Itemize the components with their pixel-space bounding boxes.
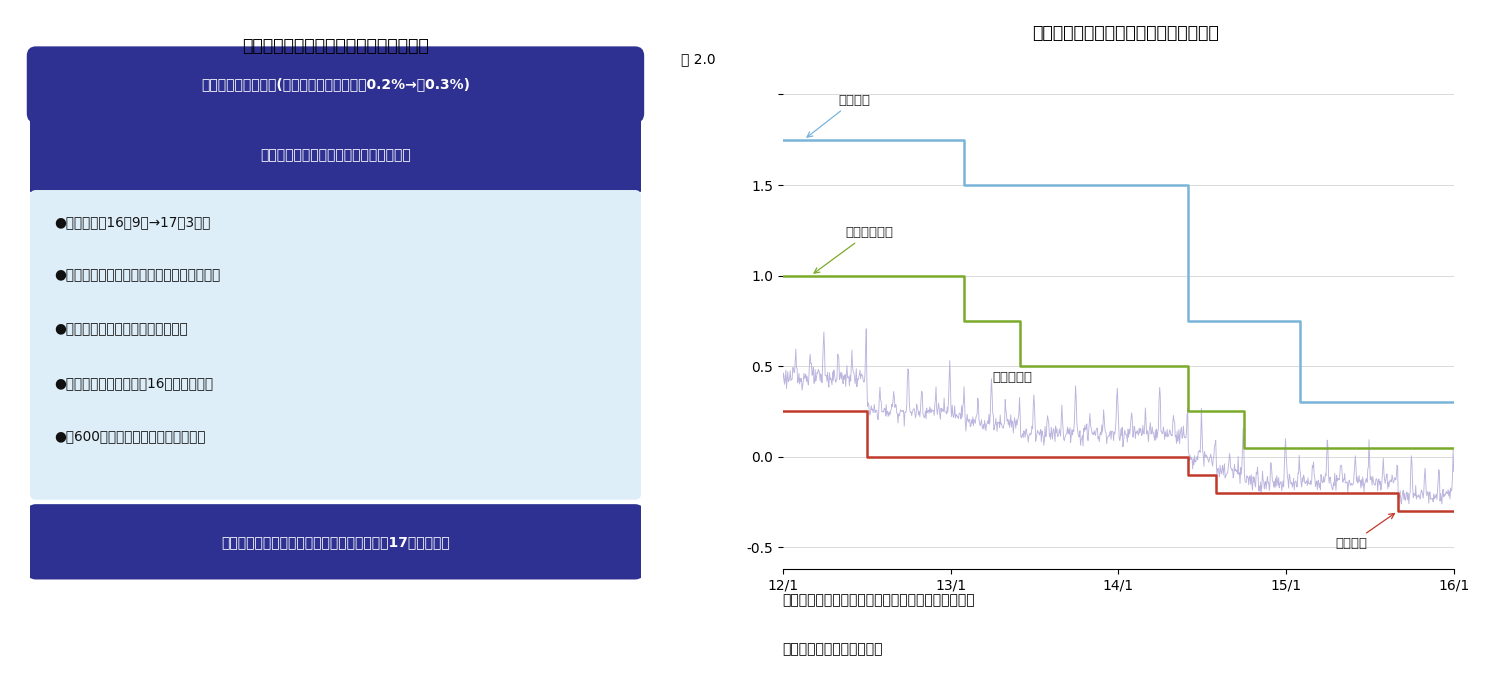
FancyBboxPatch shape [27, 46, 644, 123]
Text: ●期限延長（16年9月→17年3月）: ●期限延長（16年9月→17年3月） [54, 215, 210, 229]
Text: 預金金利: 預金金利 [1334, 514, 1394, 550]
FancyBboxPatch shape [27, 504, 644, 579]
Text: 主要レポ金利: 主要レポ金利 [814, 226, 893, 273]
Text: ●対象資産拡大（新たに地方債等を加える）: ●対象資産拡大（新たに地方債等を加える） [54, 269, 221, 282]
Text: ●技術的パラメーターを16年春に見直す: ●技術的パラメーターを16年春に見直す [54, 376, 213, 390]
Text: 資産買入れプログラム（ＡＰＰ）の拡張: 資産買入れプログラム（ＡＰＰ）の拡張 [259, 149, 412, 162]
Text: 図表１　１５年１２月理事会の決定内容: 図表１ １５年１２月理事会の決定内容 [242, 37, 429, 55]
FancyBboxPatch shape [30, 190, 641, 500]
Text: 図表２　ＥＣＢの政策金利とＥＯＮＩＡ: 図表２ ＥＣＢの政策金利とＥＯＮＩＡ [1032, 24, 1220, 42]
Text: 政策金利の引き下げ(中銀預金金利マイナス0.2%→同0.3%): 政策金利の引き下げ(中銀預金金利マイナス0.2%→同0.3%) [201, 78, 470, 92]
Text: ＥＯＮＩＡ: ＥＯＮＩＡ [993, 371, 1032, 384]
Text: ％ 2.0: ％ 2.0 [681, 53, 716, 67]
Text: （資料）ＥＣＢ、ＥＭＭＩ: （資料）ＥＣＢ、ＥＭＭＩ [783, 642, 883, 656]
Text: 固定金利・金額無制限の資金供給期限延長（17年末まで）: 固定金利・金額無制限の資金供給期限延長（17年末まで） [221, 535, 450, 549]
FancyBboxPatch shape [27, 118, 644, 193]
Text: 貸出金利: 貸出金利 [807, 94, 871, 137]
Text: ●月600億ユーロの買入れ規模は維持: ●月600億ユーロの買入れ規模は維持 [54, 430, 206, 443]
Text: （注）ＥＯＮＩＡ＝ユーロ圏無担保翌日物平均金利: （注）ＥＯＮＩＡ＝ユーロ圏無担保翌日物平均金利 [783, 593, 975, 607]
Text: ●償還資金の元本の再投資を行なう: ●償還資金の元本の再投資を行なう [54, 322, 188, 336]
